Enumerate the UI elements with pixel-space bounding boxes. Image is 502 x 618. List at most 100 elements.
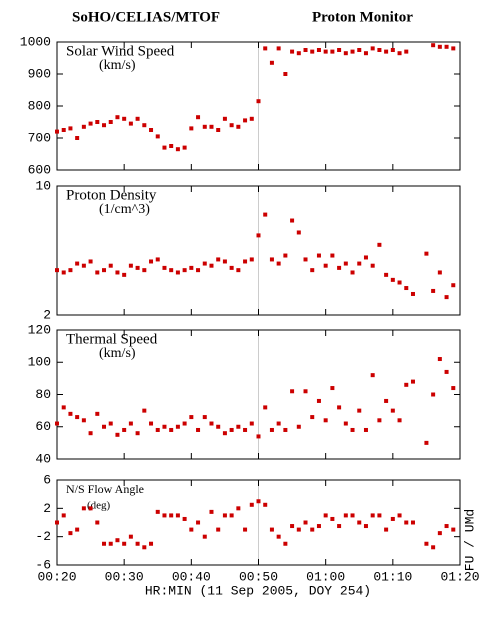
data-point xyxy=(397,280,402,285)
y-tick-label: 6 xyxy=(43,472,51,487)
data-point xyxy=(142,268,147,273)
data-point xyxy=(444,44,449,49)
data-point xyxy=(236,424,241,429)
data-point xyxy=(169,144,174,148)
data-point xyxy=(437,357,442,362)
data-point xyxy=(263,502,268,507)
data-point xyxy=(377,418,382,423)
data-point xyxy=(370,46,375,51)
data-point xyxy=(451,527,456,532)
data-point xyxy=(142,123,147,128)
data-point xyxy=(303,257,308,262)
data-point xyxy=(155,257,160,262)
data-point xyxy=(350,270,355,275)
data-point xyxy=(343,513,348,518)
data-point xyxy=(216,128,221,132)
data-point xyxy=(390,277,395,282)
data-point xyxy=(316,398,321,403)
data-point xyxy=(330,253,335,258)
data-point xyxy=(384,49,389,54)
y-tick-label: 1000 xyxy=(20,34,51,49)
data-point xyxy=(296,424,301,429)
data-point xyxy=(316,253,321,258)
data-point xyxy=(108,120,113,124)
data-point xyxy=(337,265,342,270)
data-point xyxy=(128,534,133,539)
data-point xyxy=(236,124,241,129)
y-tick-label: 120 xyxy=(28,322,51,337)
data-point xyxy=(357,261,362,266)
data-point xyxy=(263,212,268,217)
data-point xyxy=(283,72,288,76)
data-point xyxy=(431,545,436,550)
data-point xyxy=(88,506,93,511)
data-point xyxy=(75,527,80,532)
data-point xyxy=(55,268,59,273)
data-point xyxy=(276,534,281,539)
panel-title: Solar Wind Speed xyxy=(66,43,175,59)
data-point xyxy=(323,513,328,518)
data-point xyxy=(135,265,140,270)
data-point xyxy=(330,516,335,521)
data-point xyxy=(363,255,368,260)
data-point xyxy=(162,265,167,270)
data-point xyxy=(350,513,355,518)
data-point xyxy=(390,48,395,52)
data-point xyxy=(81,418,86,423)
data-point xyxy=(169,513,174,518)
data-point xyxy=(196,268,201,273)
data-point xyxy=(88,121,93,126)
data-point xyxy=(384,527,389,532)
data-point xyxy=(357,520,362,525)
y-tick-label: 900 xyxy=(28,66,51,81)
data-point xyxy=(229,513,234,518)
data-point xyxy=(451,46,456,51)
data-point xyxy=(196,520,201,525)
data-point xyxy=(243,118,248,123)
data-point xyxy=(162,513,167,518)
data-point xyxy=(222,431,227,436)
data-point xyxy=(202,534,207,539)
data-point xyxy=(296,230,301,235)
data-point xyxy=(229,427,234,432)
data-point xyxy=(108,421,113,426)
data-point xyxy=(350,49,355,54)
data-point xyxy=(115,115,120,120)
data-point xyxy=(175,513,180,518)
data-point xyxy=(102,123,107,128)
data-point xyxy=(283,541,288,546)
data-point xyxy=(216,257,221,262)
data-point xyxy=(68,268,73,273)
data-point xyxy=(263,405,268,410)
data-point xyxy=(95,120,100,124)
data-point xyxy=(290,218,295,223)
data-point xyxy=(61,405,66,410)
data-point xyxy=(61,513,66,518)
data-point xyxy=(444,295,449,300)
data-point xyxy=(88,431,93,436)
data-point xyxy=(323,263,328,268)
data-point xyxy=(296,51,301,56)
data-point xyxy=(444,369,449,374)
data-point xyxy=(75,136,80,140)
data-point xyxy=(236,506,241,511)
data-point xyxy=(323,418,328,423)
data-point xyxy=(81,506,86,511)
data-point xyxy=(303,520,308,525)
data-point xyxy=(249,502,254,507)
data-point xyxy=(162,424,167,429)
panel-units: (km/s) xyxy=(99,346,136,361)
data-point xyxy=(61,128,66,132)
data-point xyxy=(384,398,389,403)
data-point xyxy=(122,427,127,432)
data-point xyxy=(128,121,133,126)
data-point xyxy=(88,259,93,264)
data-point xyxy=(216,527,221,532)
data-point xyxy=(202,124,207,129)
panel-title: Proton Density xyxy=(66,187,157,203)
data-point xyxy=(323,49,328,54)
data-point xyxy=(122,116,127,121)
credit: FU / UMd xyxy=(462,509,477,571)
data-point xyxy=(182,421,187,426)
